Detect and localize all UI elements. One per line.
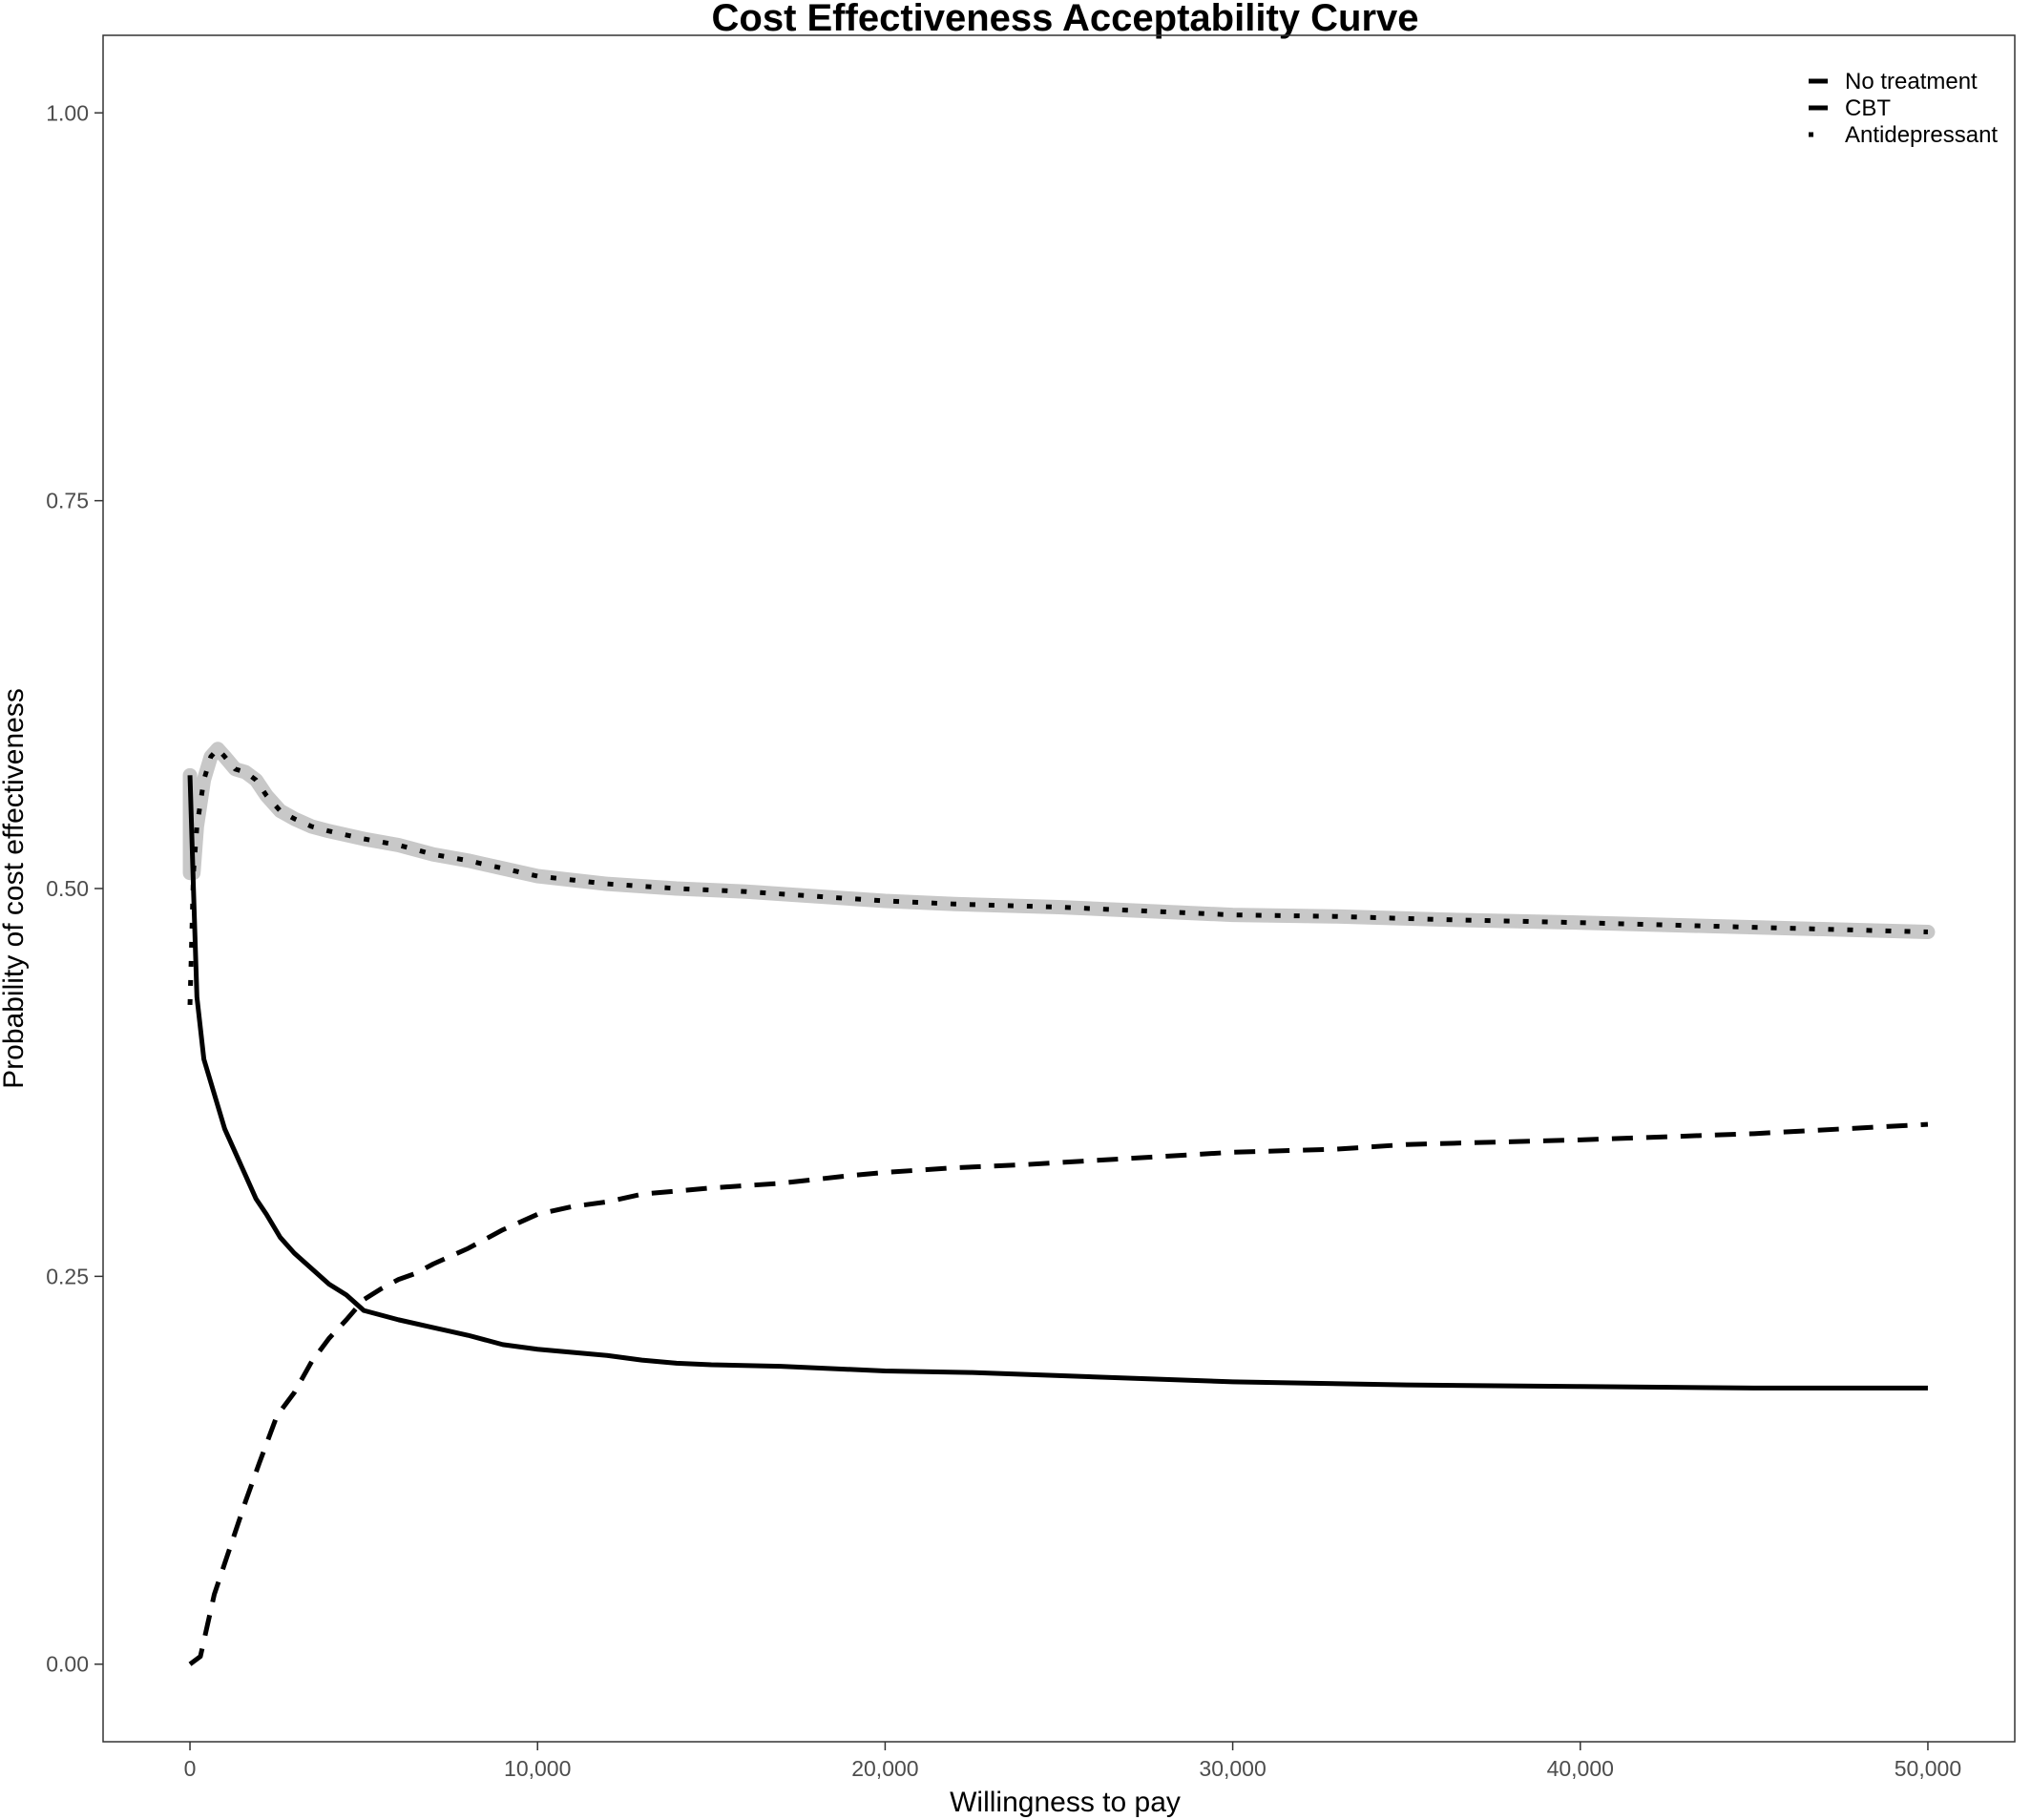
y-tick-label: 0.75 <box>46 489 89 513</box>
x-axis: 0 10,000 20,000 30,000 40,000 50,000 <box>184 1742 1961 1781</box>
y-tick-label: 0.50 <box>46 876 89 901</box>
legend-label: No treatment <box>1845 69 1978 94</box>
y-tick-label: 0.25 <box>46 1264 89 1288</box>
series-line-cbt <box>188 1121 1929 1666</box>
x-tick-label: 40,000 <box>1547 1756 1614 1781</box>
y-axis: 0.00 0.25 0.50 0.75 1.00 <box>46 100 103 1677</box>
x-tick-label: 30,000 <box>1199 1756 1266 1781</box>
series-line-antidepressant <box>187 746 1929 1005</box>
y-tick-label: 1.00 <box>46 100 89 125</box>
x-tick-label: 50,000 <box>1895 1756 1961 1781</box>
chart-title: Cost Effectiveness Acceptability Curve <box>712 0 1419 39</box>
legend-label: Antidepressant <box>1845 122 1998 148</box>
x-tick-label: 10,000 <box>504 1756 571 1781</box>
series-layer <box>187 746 1929 1666</box>
x-tick-label: 20,000 <box>851 1756 918 1781</box>
x-tick-label: 0 <box>184 1756 197 1781</box>
x-axis-title: Willingness to pay <box>950 1787 1181 1818</box>
y-axis-title: Probability of cost effectiveness <box>0 688 30 1089</box>
frontier-highlight <box>186 742 1936 940</box>
y-tick-label: 0.00 <box>46 1652 89 1677</box>
legend-label: CBT <box>1845 95 1891 121</box>
series-line-no-treatment <box>187 775 1928 1391</box>
